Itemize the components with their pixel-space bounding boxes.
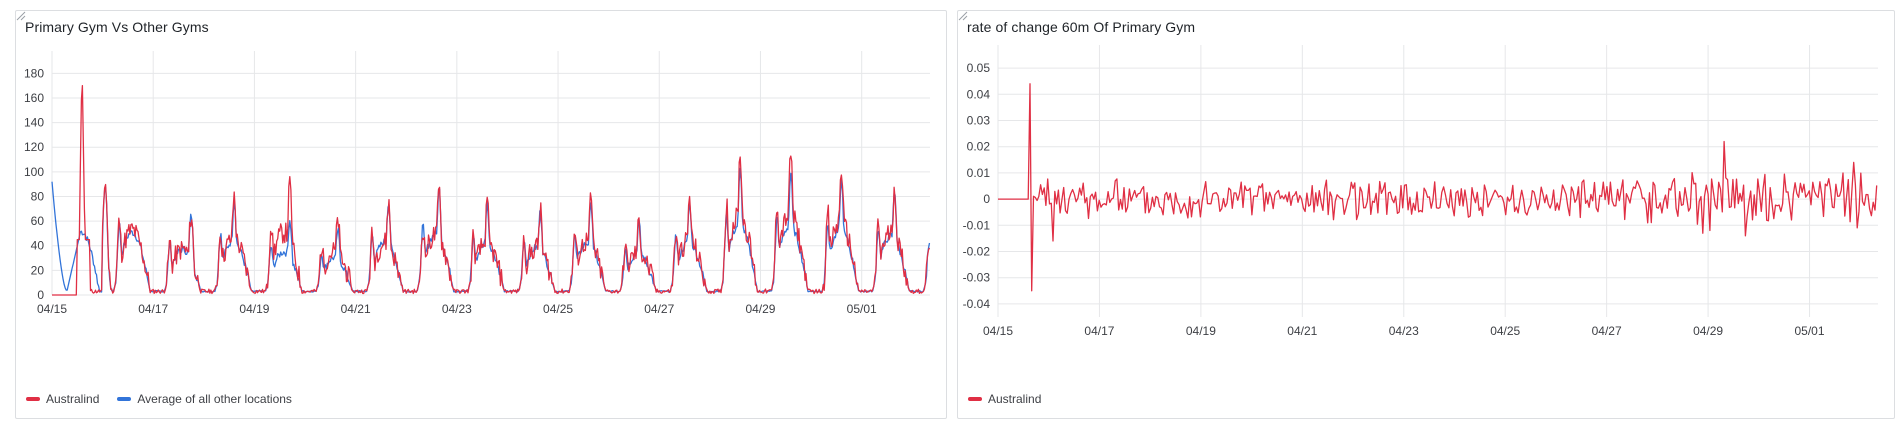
y-tick-label: -0.03 <box>963 271 991 285</box>
legend: Australind Average of all other location… <box>26 392 292 406</box>
primary-vs-other-chart: 0 20 40 60 80 100 120 140 160 180 04/15 04/17 04/19 0… <box>24 51 931 316</box>
x-tick-label: 04/29 <box>745 302 775 316</box>
y-tick-label: 100 <box>24 165 44 179</box>
x-tick-label: 05/01 <box>847 302 877 316</box>
x-tick-label: 04/27 <box>1592 324 1622 338</box>
x-tick-label: 05/01 <box>1795 324 1825 338</box>
y-tick-label: 20 <box>31 263 45 277</box>
legend-swatch <box>117 397 132 401</box>
y-tick-label: 60 <box>31 214 45 228</box>
y-tick-label: 160 <box>24 91 44 105</box>
legend-label: Australind <box>988 392 1042 406</box>
y-tick-label: -0.04 <box>963 297 991 311</box>
legend-item-average[interactable]: Average of all other locations <box>117 392 292 406</box>
legend-item-australind[interactable]: Australind <box>26 392 99 406</box>
y-tick-label: 0.01 <box>967 166 991 180</box>
panel-title: rate of change 60m Of Primary Gym <box>967 19 1196 35</box>
x-tick-label: 04/17 <box>1084 324 1114 338</box>
y-tick-label: 180 <box>24 66 44 80</box>
legend: Australind <box>968 392 1041 406</box>
y-tick-label: 120 <box>24 140 44 154</box>
x-tick-label: 04/27 <box>644 302 674 316</box>
y-tick-label: 80 <box>31 189 45 203</box>
legend-item-australind[interactable]: Australind <box>968 392 1041 406</box>
legend-swatch <box>26 397 40 401</box>
y-tick-label: 0.05 <box>967 61 991 75</box>
x-tick-label: 04/19 <box>239 302 269 316</box>
y-tick-label: 0 <box>983 192 990 206</box>
x-tick-label: 04/17 <box>138 302 168 316</box>
legend-swatch <box>968 397 982 401</box>
x-tick-label: 04/23 <box>442 302 472 316</box>
y-tick-label: 40 <box>31 239 45 253</box>
legend-label: Average of all other locations <box>137 392 292 406</box>
y-tick-label: 140 <box>24 116 44 130</box>
panel-title: Primary Gym Vs Other Gyms <box>25 19 209 35</box>
y-tick-label: 0 <box>37 288 44 302</box>
rate-of-change-panel: rate of change 60m Of Primary Gym 0.05 0.… <box>957 10 1895 419</box>
x-tick-label: 04/21 <box>1287 324 1317 338</box>
series-line-australind <box>998 83 1878 292</box>
series-line-australind <box>52 84 931 296</box>
x-tick-label: 04/15 <box>983 324 1013 338</box>
resize-handle-icon[interactable] <box>16 11 26 21</box>
x-tick-label: 04/29 <box>1693 324 1723 338</box>
primary-vs-other-panel: Primary Gym Vs Other Gyms 0 20 40 60 80 100 12… <box>15 10 947 419</box>
x-tick-label: 04/15 <box>37 302 67 316</box>
y-tick-label: -0.02 <box>963 245 991 259</box>
y-tick-label: 0.03 <box>967 114 991 128</box>
resize-handle-icon[interactable] <box>958 11 968 21</box>
x-tick-label: 04/23 <box>1389 324 1419 338</box>
x-tick-label: 04/19 <box>1186 324 1216 338</box>
rate-of-change-chart: 0.05 0.04 0.03 0.02 0.01 0 -0.01 -0.02 -0.03 -0.0… <box>963 45 1878 338</box>
y-tick-label: -0.01 <box>963 218 991 232</box>
y-tick-label: 0.02 <box>967 140 991 154</box>
x-tick-label: 04/25 <box>543 302 573 316</box>
y-tick-label: 0.04 <box>967 87 991 101</box>
x-tick-label: 04/21 <box>341 302 371 316</box>
legend-label: Australind <box>46 392 100 406</box>
x-tick-label: 04/25 <box>1490 324 1520 338</box>
